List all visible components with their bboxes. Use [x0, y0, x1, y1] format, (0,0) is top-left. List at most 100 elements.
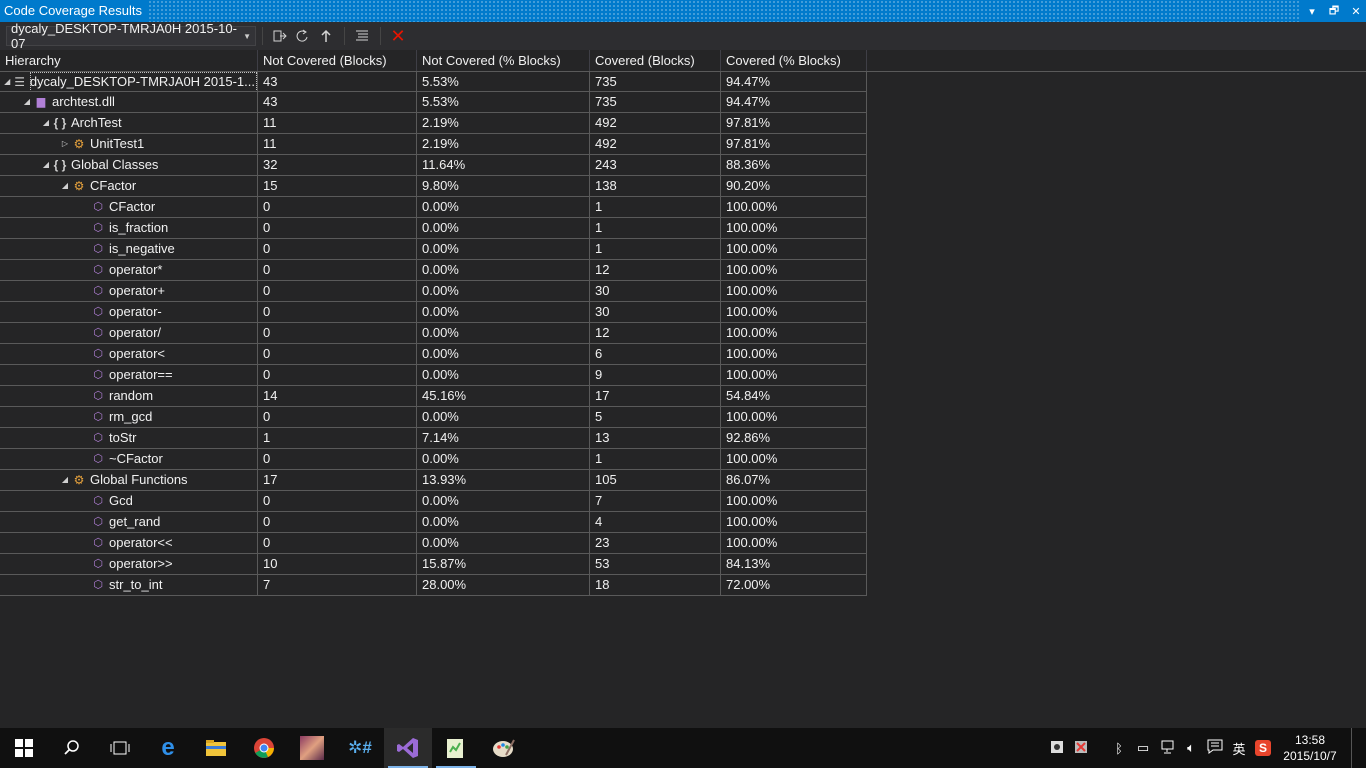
window-close-icon[interactable]: ✕ [1351, 5, 1361, 18]
hierarchy-cell[interactable]: ⬡ is_fraction [0, 218, 258, 239]
window-restore-icon[interactable]: 🗗 [1328, 4, 1340, 17]
hierarchy-cell[interactable]: ◢ ⚙ CFactor [0, 176, 258, 197]
search-button[interactable] [48, 728, 96, 768]
method-icon: ⬡ [93, 243, 103, 255]
table-row[interactable]: ⬡ operator<< 0 0.00% 23 100.00% [0, 533, 1366, 554]
taskbar-chrome[interactable] [240, 728, 288, 768]
table-row[interactable]: ⬡ Gcd 0 0.00% 7 100.00% [0, 491, 1366, 512]
hierarchy-cell[interactable]: ◢ ☰ dycaly_DESKTOP-TMRJA0H 2015-1... [0, 71, 258, 92]
taskbar-photo-app[interactable] [288, 728, 336, 768]
taskbar-notepad-plus[interactable] [432, 728, 480, 768]
hierarchy-cell[interactable]: ⬡ ~CFactor [0, 449, 258, 470]
table-row[interactable]: ⬡ random 14 45.16% 17 54.84% [0, 386, 1366, 407]
taskbar-file-explorer[interactable] [192, 728, 240, 768]
export-results-button[interactable] [269, 25, 291, 47]
taskbar-paint[interactable] [480, 728, 528, 768]
hierarchy-cell[interactable]: ⬡ toStr [0, 428, 258, 449]
hierarchy-cell[interactable]: ⬡ operator>> [0, 554, 258, 575]
taskbar-edge[interactable]: e [144, 728, 192, 768]
table-row[interactable]: ◢{ } Global Classes 32 11.64% 243 88.36% [0, 155, 1366, 176]
table-row[interactable]: ◢ ☰ dycaly_DESKTOP-TMRJA0H 2015-1... 43 5.53… [0, 71, 1366, 92]
hierarchy-cell[interactable]: ⬡ random [0, 386, 258, 407]
table-row[interactable]: ⬡ operator>> 10 15.87% 53 84.13% [0, 554, 1366, 575]
taskbar-csharp-app[interactable]: ✲# [336, 728, 384, 768]
column-header-not-covered-blocks[interactable]: Not Covered (Blocks) [258, 50, 417, 71]
table-row[interactable]: ◢ ⚙ Global Functions 17 13.93% 105 86.07% [0, 470, 1366, 491]
start-button[interactable] [0, 728, 48, 768]
task-view-button[interactable] [96, 728, 144, 768]
column-header-not-covered-percent[interactable]: Not Covered (% Blocks) [417, 50, 590, 71]
table-row[interactable]: ⬡ operator< 0 0.00% 6 100.00% [0, 344, 1366, 365]
table-row[interactable]: ⬡ operator* 0 0.00% 12 100.00% [0, 260, 1366, 281]
table-row[interactable]: ⬡ rm_gcd 0 0.00% 5 100.00% [0, 407, 1366, 428]
hierarchy-cell[interactable]: ⬡ is_negative [0, 239, 258, 260]
expanded-arrow-icon[interactable]: ◢ [42, 118, 50, 127]
table-row[interactable]: ◢ ▆ archtest.dll 43 5.53% 735 94.47% [0, 92, 1366, 113]
merge-results-button[interactable] [315, 25, 337, 47]
hierarchy-cell[interactable]: ⬡ operator- [0, 302, 258, 323]
notifications-icon[interactable] [1203, 739, 1227, 757]
hierarchy-cell[interactable]: ⬡ operator<< [0, 533, 258, 554]
volume-icon[interactable]: 🔈︎ [1187, 740, 1195, 755]
tool-window-titlebar[interactable]: Code Coverage Results ▾ 🗗 ✕ [0, 0, 1366, 22]
class-icon: ⚙ [73, 473, 85, 487]
table-row[interactable]: ⬡ is_fraction 0 0.00% 1 100.00% [0, 218, 1366, 239]
sogou-input-icon[interactable]: S [1251, 740, 1275, 756]
table-row[interactable]: ⬡ operator== 0 0.00% 9 100.00% [0, 365, 1366, 386]
hierarchy-cell[interactable]: ⬡ operator* [0, 260, 258, 281]
window-menu-dropdown-icon[interactable]: ▾ [1309, 5, 1315, 18]
coverage-run-selector[interactable]: dycaly_DESKTOP-TMRJA0H 2015-10-07 ▼ [6, 21, 256, 51]
tray-app-icon-2[interactable] [1069, 740, 1093, 757]
column-header-hierarchy[interactable]: Hierarchy [0, 50, 258, 71]
table-row[interactable]: ⬡ is_negative 0 0.00% 1 100.00% [0, 239, 1366, 260]
tray-app-icon[interactable] [1045, 740, 1069, 757]
hierarchy-cell[interactable]: ⬡ Gcd [0, 491, 258, 512]
hierarchy-cell[interactable]: ▷ ⚙ UnitTest1 [0, 134, 258, 155]
hierarchy-cell[interactable]: ⬡ get_rand [0, 512, 258, 533]
hierarchy-cell[interactable]: ◢{ } ArchTest [0, 113, 258, 134]
hierarchy-cell[interactable]: ◢ ⚙ Global Functions [0, 470, 258, 491]
network-icon[interactable] [1155, 740, 1179, 757]
hierarchy-cell[interactable]: ◢ ▆ archtest.dll [0, 92, 258, 113]
hierarchy-cell[interactable]: ⬡ operator< [0, 344, 258, 365]
table-row[interactable]: ⬡ operator- 0 0.00% 30 100.00% [0, 302, 1366, 323]
covered-blocks-cell: 5 [590, 407, 721, 428]
table-row[interactable]: ⬡ str_to_int 7 28.00% 18 72.00% [0, 575, 1366, 596]
taskbar-clock[interactable]: 13:58 2015/10/7 [1275, 732, 1345, 764]
add-remove-columns-button[interactable] [351, 25, 373, 47]
hierarchy-label: str_to_int [109, 577, 163, 592]
expanded-arrow-icon[interactable]: ◢ [61, 181, 69, 190]
expanded-arrow-icon[interactable]: ◢ [42, 160, 50, 169]
table-row[interactable]: ⬡ operator+ 0 0.00% 30 100.00% [0, 281, 1366, 302]
expanded-arrow-icon[interactable]: ◢ [61, 475, 69, 484]
hierarchy-cell[interactable]: ⬡ operator/ [0, 323, 258, 344]
delete-results-button[interactable]: ✕ [387, 25, 409, 47]
hierarchy-cell[interactable]: ⬡ rm_gcd [0, 407, 258, 428]
column-header-covered-percent[interactable]: Covered (% Blocks) [721, 50, 867, 71]
power-icon[interactable]: ▭ [1136, 740, 1150, 755]
bluetooth-icon[interactable]: ᛒ [1115, 740, 1123, 756]
expanded-arrow-icon[interactable]: ◢ [4, 76, 11, 86]
not-covered-blocks-cell: 0 [258, 239, 417, 260]
hierarchy-cell[interactable]: ◢{ } Global Classes [0, 155, 258, 176]
expanded-arrow-icon[interactable]: ◢ [23, 97, 31, 106]
table-row[interactable]: ⬡ ~CFactor 0 0.00% 1 100.00% [0, 449, 1366, 470]
taskbar-visual-studio[interactable] [384, 728, 432, 768]
collapsed-arrow-icon[interactable]: ▷ [61, 139, 69, 148]
ime-indicator[interactable]: 英 [1232, 741, 1246, 757]
table-row[interactable]: ▷ ⚙ UnitTest1 11 2.19% 492 97.81% [0, 134, 1366, 155]
table-row[interactable]: ⬡ CFactor 0 0.00% 1 100.00% [0, 197, 1366, 218]
hierarchy-cell[interactable]: ⬡ operator+ [0, 281, 258, 302]
show-desktop-button[interactable] [1351, 728, 1366, 768]
table-row[interactable]: ⬡ get_rand 0 0.00% 4 100.00% [0, 512, 1366, 533]
hierarchy-cell[interactable]: ⬡ operator== [0, 365, 258, 386]
table-row[interactable]: ◢ ⚙ CFactor 15 9.80% 138 90.20% [0, 176, 1366, 197]
column-header-covered-blocks[interactable]: Covered (Blocks) [590, 50, 721, 71]
import-results-button[interactable] [292, 25, 314, 47]
hierarchy-label: operator== [109, 367, 173, 382]
table-row[interactable]: ⬡ operator/0 0.00% 12 100.00% [0, 323, 1366, 344]
hierarchy-cell[interactable]: ⬡ str_to_int [0, 575, 258, 596]
table-row[interactable]: ◢{ } ArchTest 11 2.19% 492 97.81% [0, 113, 1366, 134]
table-row[interactable]: ⬡ toStr 1 7.14% 13 92.86% [0, 428, 1366, 449]
hierarchy-cell[interactable]: ⬡ CFactor [0, 197, 258, 218]
